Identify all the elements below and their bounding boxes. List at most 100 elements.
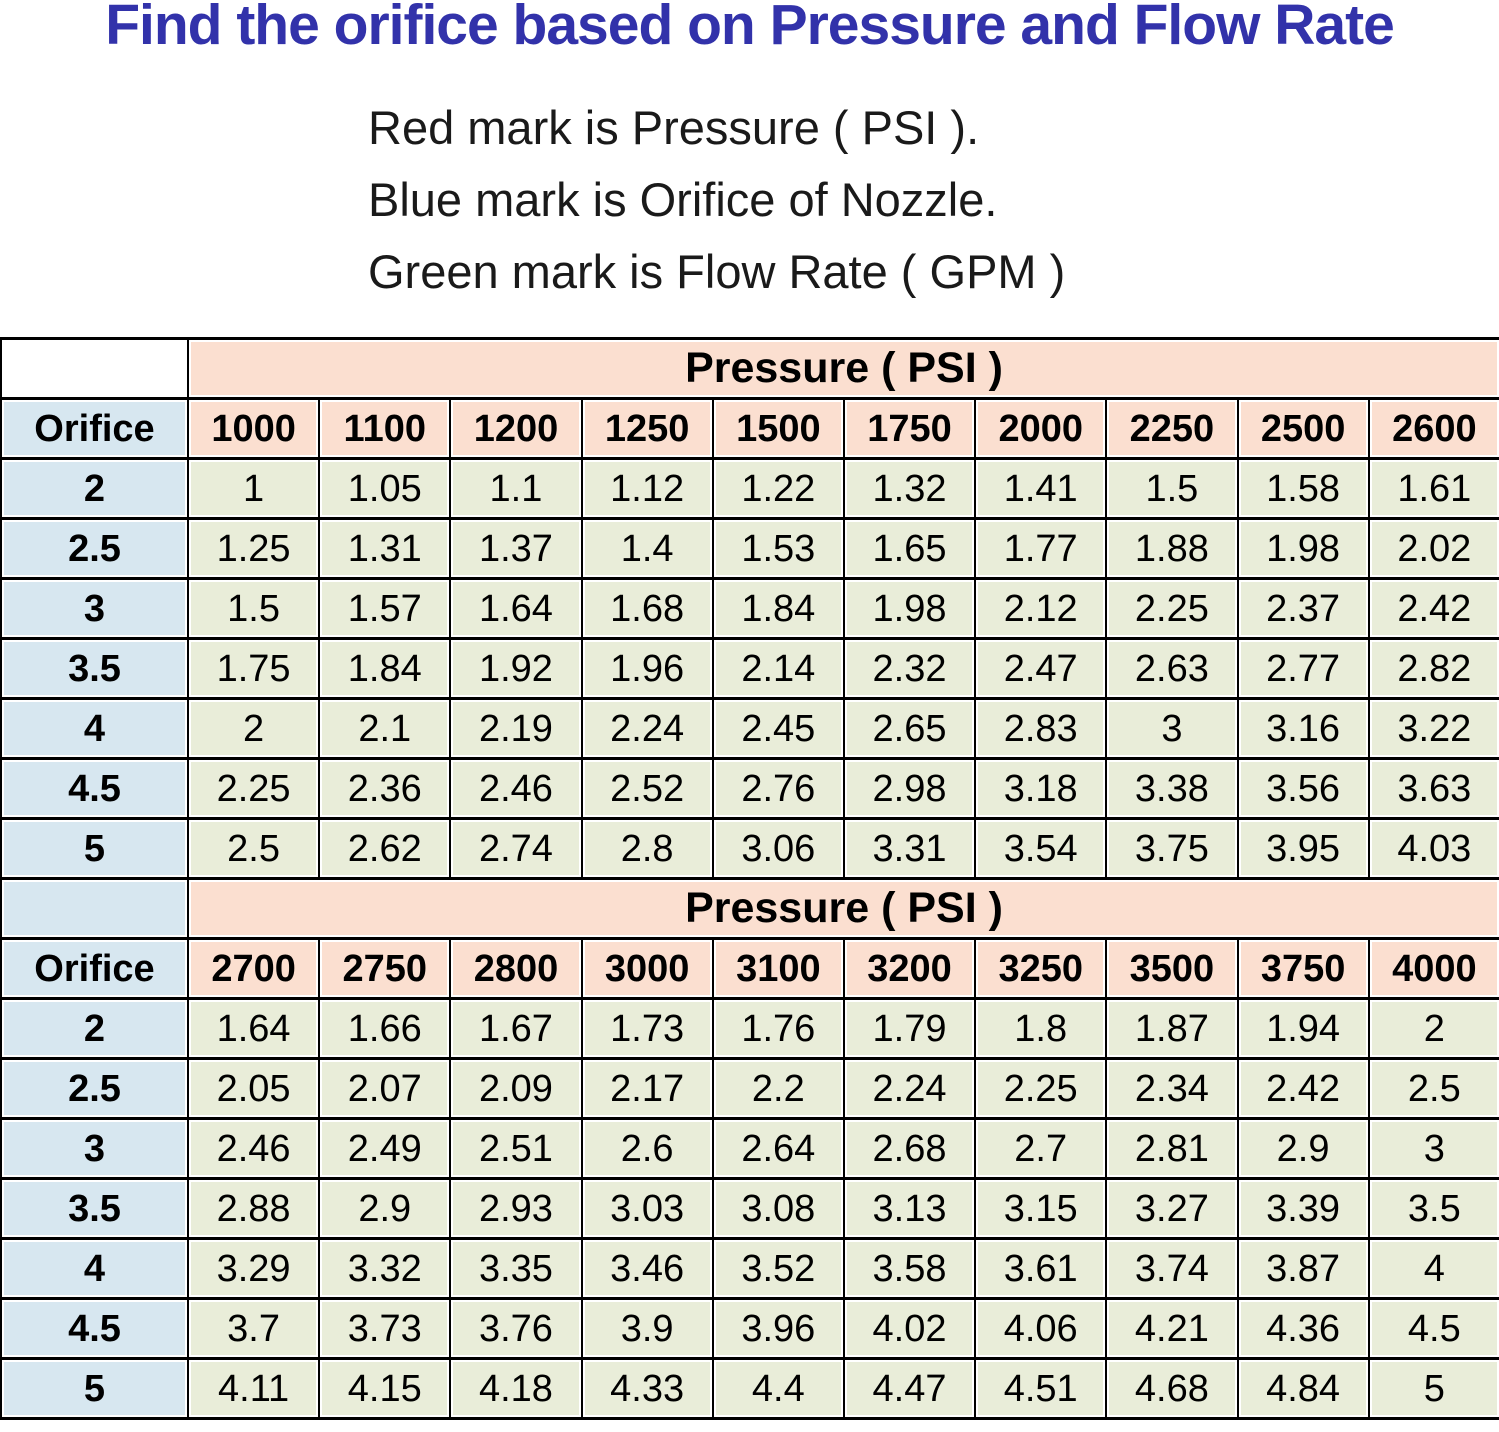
flow-rate-cell: 2.47: [974, 637, 1108, 700]
flow-rate-cell: 4.11: [186, 1357, 321, 1420]
flow-rate-cell: 2.7: [974, 1117, 1108, 1180]
flow-rate-cell: 2.49: [318, 1117, 452, 1180]
flow-rate-cell-label: 1.67: [453, 1002, 579, 1055]
orifice-value-cell-label: 5: [4, 822, 185, 875]
flow-rate-cell-label: 2.42: [1371, 582, 1497, 635]
flow-rate-cell: 1.32: [842, 457, 977, 520]
flow-rate-cell-label: 4.11: [191, 1362, 317, 1415]
pressure-value-cell-label: 2750: [322, 942, 448, 995]
flow-rate-cell-label: 2.81: [1109, 1122, 1235, 1175]
flow-rate-cell: 3.15: [974, 1177, 1108, 1240]
orifice-value-cell-label: 4: [4, 702, 185, 755]
flow-rate-cell: 3.06: [711, 817, 845, 880]
flow-rate-cell: 3.9: [580, 1297, 714, 1360]
flow-rate-cell: 1.12: [580, 457, 714, 520]
flow-rate-cell: 2.09: [449, 1057, 583, 1120]
flow-rate-cell-label: 2.76: [715, 762, 841, 815]
flow-rate-cell-label: 2.74: [453, 822, 579, 875]
flow-rate-cell-label: 2.25: [191, 762, 317, 815]
flow-rate-cell: 1.25: [186, 517, 321, 580]
orifice-value-cell-label: 3.5: [4, 1182, 185, 1235]
flow-rate-cell: 1: [186, 457, 321, 520]
flow-rate-cell: 2.45: [711, 697, 845, 760]
flow-rate-cell: 3.18: [974, 757, 1108, 820]
flow-rate-cell: 2.1: [318, 697, 452, 760]
flow-rate-cell-label: 4.36: [1240, 1302, 1366, 1355]
flow-rate-cell-label: 2: [1371, 1002, 1497, 1055]
flow-rate-cell-label: 3.5: [1371, 1182, 1497, 1235]
pressure-value-cell-label: 1500: [715, 402, 841, 455]
orifice-value-cell: 2: [0, 457, 189, 520]
flow-rate-cell-label: 3.32: [322, 1242, 448, 1295]
flow-rate-cell-label: 2.42: [1240, 1062, 1366, 1115]
flow-rate-cell-label: 4.4: [715, 1362, 841, 1415]
flow-rate-cell-label: 2.25: [978, 1062, 1104, 1115]
orifice-value-cell: 3.5: [0, 637, 189, 700]
flow-rate-cell: 3.31: [842, 817, 977, 880]
flow-rate-cell-label: 4.47: [846, 1362, 973, 1415]
flow-rate-cell-label: 1.68: [584, 582, 710, 635]
flow-rate-cell-label: 3.87: [1240, 1242, 1366, 1295]
flow-rate-cell: 1.65: [842, 517, 977, 580]
orifice-value-cell-label: 3.5: [4, 642, 185, 695]
orifice-value-cell-label: 2.5: [4, 1062, 185, 1115]
flow-rate-cell-label: 2.52: [584, 762, 710, 815]
flow-rate-cell: 2.83: [974, 697, 1108, 760]
corner-cell-label: [4, 342, 185, 395]
flow-rate-cell: 4.5: [1367, 1297, 1499, 1360]
pressure-banner-row: Pressure ( PSI ): [0, 877, 1499, 940]
pressure-value-cell: 3000: [580, 937, 714, 1000]
flow-rate-cell: 1.4: [580, 517, 714, 580]
flow-rate-cell: 2.17: [580, 1057, 714, 1120]
flow-rate-cell-label: 3.74: [1109, 1242, 1235, 1295]
orifice-value-cell: 3.5: [0, 1177, 189, 1240]
flow-rate-cell: 3: [1367, 1117, 1499, 1180]
flow-rate-cell: 3.52: [711, 1237, 845, 1300]
flow-rate-cell: 4.15: [318, 1357, 452, 1420]
flow-rate-cell: 1.98: [842, 577, 977, 640]
flow-rate-cell-label: 3.18: [978, 762, 1104, 815]
flow-rate-cell-label: 3.58: [846, 1242, 973, 1295]
flow-rate-cell: 3.63: [1367, 757, 1499, 820]
pressure-value-cell-label: 1000: [191, 402, 317, 455]
flow-rate-cell-label: 4.84: [1240, 1362, 1366, 1415]
flow-rate-cell-label: 4.06: [978, 1302, 1104, 1355]
flow-rate-cell: 2.34: [1105, 1057, 1239, 1120]
flow-rate-cell-label: 1.5: [1109, 462, 1235, 515]
flow-rate-cell: 2.42: [1367, 577, 1499, 640]
flow-rate-cell: 2.74: [449, 817, 583, 880]
pressure-value-cell: 3750: [1236, 937, 1370, 1000]
flow-rate-cell-label: 3.56: [1240, 762, 1366, 815]
flow-rate-cell-label: 3.31: [846, 822, 973, 875]
flow-rate-cell: 4.47: [842, 1357, 977, 1420]
flow-rate-cell: 3.46: [580, 1237, 714, 1300]
flow-rate-cell-label: 2.1: [322, 702, 448, 755]
flow-rate-cell-label: 3.39: [1240, 1182, 1366, 1235]
flow-rate-cell: 2.14: [711, 637, 845, 700]
pressure-value-cell-label: 2500: [1240, 402, 1366, 455]
flow-rate-cell-label: 2.47: [978, 642, 1104, 695]
table-row: 3.5 1.75 1.84 1.92 1.96 2.14 2.32 2.47 2.63 2.77 2…: [0, 637, 1499, 700]
flow-rate-cell: 2.82: [1367, 637, 1499, 700]
flow-rate-cell-label: 1.98: [846, 582, 973, 635]
flow-rate-cell-label: 3.13: [846, 1182, 973, 1235]
flow-rate-cell: 1.22: [711, 457, 845, 520]
flow-rate-cell: 2.62: [318, 817, 452, 880]
flow-rate-cell: 2.77: [1236, 637, 1370, 700]
flow-rate-cell: 1.87: [1105, 997, 1239, 1060]
flow-rate-cell: 2.46: [186, 1117, 321, 1180]
flow-rate-cell-label: 4.51: [978, 1362, 1104, 1415]
flow-rate-cell-label: 3.06: [715, 822, 841, 875]
flow-rate-cell-label: 2.32: [846, 642, 973, 695]
flow-rate-cell: 2.46: [449, 757, 583, 820]
flow-rate-cell-label: 1.75: [191, 642, 317, 695]
flow-rate-cell: 4.68: [1105, 1357, 1239, 1420]
flow-rate-cell: 1.66: [318, 997, 452, 1060]
orifice-value-cell: 4: [0, 1237, 189, 1300]
flow-rate-cell: 3.74: [1105, 1237, 1239, 1300]
flow-rate-cell: 3.08: [711, 1177, 845, 1240]
flow-rate-cell-label: 3.7: [191, 1302, 317, 1355]
orifice-value-cell: 2: [0, 997, 189, 1060]
flow-rate-cell-label: 1.98: [1240, 522, 1366, 575]
flow-rate-cell: 1.58: [1236, 457, 1370, 520]
